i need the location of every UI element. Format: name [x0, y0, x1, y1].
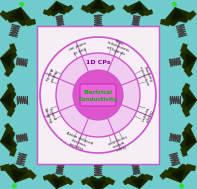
Polygon shape	[43, 174, 52, 180]
Text: 1D CPs: 1D CPs	[86, 60, 110, 64]
Text: Para-
substituents
of ligands: Para- substituents of ligands	[104, 36, 132, 58]
Polygon shape	[3, 7, 33, 26]
Polygon shape	[5, 67, 13, 77]
Polygon shape	[163, 7, 193, 26]
Polygon shape	[25, 170, 36, 180]
Polygon shape	[0, 133, 12, 147]
Text: Ligand
Bridging: Ligand Bridging	[43, 106, 57, 124]
Polygon shape	[25, 19, 36, 26]
Polygon shape	[81, 5, 91, 13]
Text: Charge
transfer: Charge transfer	[139, 106, 153, 124]
Polygon shape	[10, 7, 25, 21]
Polygon shape	[185, 164, 196, 171]
Polygon shape	[180, 46, 197, 74]
Circle shape	[13, 184, 16, 187]
Polygon shape	[160, 19, 171, 26]
Polygon shape	[185, 11, 196, 20]
Polygon shape	[184, 67, 192, 77]
Circle shape	[20, 2, 23, 6]
Polygon shape	[181, 86, 197, 114]
Polygon shape	[10, 43, 17, 53]
FancyBboxPatch shape	[80, 84, 116, 106]
Text: Outer
sphere
interaction: Outer sphere interaction	[106, 133, 130, 153]
Polygon shape	[43, 10, 52, 16]
Text: Size of
metal ion: Size of metal ion	[68, 40, 88, 54]
Polygon shape	[105, 5, 115, 13]
Circle shape	[180, 184, 183, 187]
Polygon shape	[144, 174, 153, 180]
Polygon shape	[64, 177, 73, 185]
Polygon shape	[0, 86, 16, 114]
Polygon shape	[185, 53, 197, 67]
Polygon shape	[182, 83, 190, 93]
Circle shape	[56, 53, 140, 137]
Polygon shape	[52, 1, 64, 12]
Polygon shape	[91, 0, 105, 9]
Polygon shape	[170, 169, 185, 183]
Polygon shape	[0, 11, 11, 20]
Polygon shape	[123, 5, 132, 13]
Polygon shape	[182, 107, 190, 117]
Polygon shape	[5, 123, 13, 133]
Polygon shape	[0, 46, 17, 74]
Text: Electrical: Electrical	[84, 90, 112, 94]
Polygon shape	[84, 176, 112, 189]
Polygon shape	[180, 43, 187, 53]
Polygon shape	[0, 93, 11, 107]
Polygon shape	[91, 181, 105, 189]
Polygon shape	[163, 164, 193, 183]
Circle shape	[73, 70, 123, 120]
Polygon shape	[7, 107, 15, 117]
Polygon shape	[180, 147, 187, 156]
Polygon shape	[46, 1, 70, 16]
Text: Stacking
interaction: Stacking interaction	[138, 64, 154, 87]
FancyBboxPatch shape	[37, 26, 159, 164]
Polygon shape	[132, 1, 144, 12]
Polygon shape	[0, 53, 12, 67]
Polygon shape	[132, 178, 144, 189]
Polygon shape	[180, 126, 197, 154]
Circle shape	[40, 37, 156, 153]
Polygon shape	[123, 177, 132, 185]
Text: Conductivity: Conductivity	[78, 97, 118, 101]
Polygon shape	[186, 93, 197, 107]
Polygon shape	[64, 5, 73, 13]
Circle shape	[173, 2, 176, 6]
Polygon shape	[144, 10, 153, 16]
Polygon shape	[3, 164, 33, 183]
Polygon shape	[160, 170, 171, 180]
Polygon shape	[7, 83, 15, 93]
Polygon shape	[52, 178, 64, 189]
Polygon shape	[171, 7, 186, 21]
Polygon shape	[84, 0, 112, 14]
Polygon shape	[0, 126, 17, 154]
Polygon shape	[185, 133, 197, 147]
Polygon shape	[81, 177, 91, 185]
Polygon shape	[184, 123, 192, 133]
Polygon shape	[46, 174, 70, 189]
Text: Redox
Activity: Redox Activity	[43, 67, 57, 83]
Text: Anion induced
electron
transfer: Anion induced electron transfer	[63, 132, 94, 155]
Polygon shape	[126, 1, 150, 16]
Polygon shape	[0, 164, 11, 171]
Polygon shape	[11, 169, 26, 183]
Polygon shape	[126, 174, 150, 189]
Polygon shape	[105, 177, 115, 185]
Polygon shape	[10, 147, 17, 156]
